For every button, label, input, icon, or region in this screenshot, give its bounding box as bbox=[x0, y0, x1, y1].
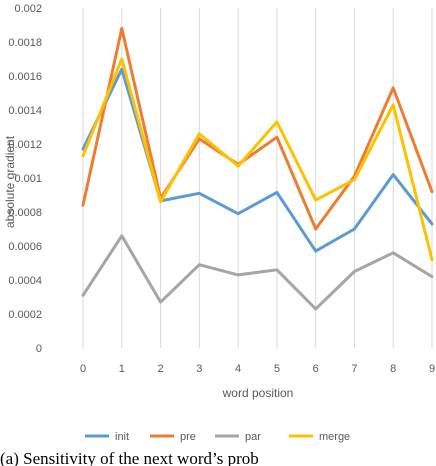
x-tick-label: 6 bbox=[313, 363, 319, 375]
x-axis-title: word position bbox=[222, 386, 294, 400]
series-line-par bbox=[81, 234, 434, 311]
legend-label-merge: merge bbox=[319, 431, 350, 443]
x-tick-label: 7 bbox=[351, 363, 357, 375]
x-tick-label: 4 bbox=[235, 363, 241, 375]
legend-label-pre: pre bbox=[180, 431, 196, 443]
y-tick-label: 0 bbox=[36, 343, 42, 355]
y-tick-label: 0.0012 bbox=[8, 139, 42, 151]
x-tick-label: 1 bbox=[119, 363, 125, 375]
y-tick-label: 0.0016 bbox=[8, 71, 42, 83]
x-axis-ticks: 0 1 2 3 4 5 6 7 8 9 bbox=[80, 363, 435, 375]
y-tick-label: 0.002 bbox=[14, 3, 42, 15]
legend-label-par: par bbox=[245, 431, 261, 443]
y-axis-ticks: 0 0.0002 0.0004 0.0006 0.0008 0.001 0.0012 0.00… bbox=[8, 3, 42, 355]
y-tick-label: 0.0008 bbox=[8, 207, 42, 219]
figure-caption: (a) Sensitivity of the next word’s prob bbox=[0, 449, 259, 466]
x-tick-label: 0 bbox=[80, 363, 86, 375]
legend: init pre par merge bbox=[85, 431, 350, 443]
x-tick-label: 2 bbox=[157, 363, 163, 375]
x-tick-label: 9 bbox=[429, 363, 435, 375]
y-tick-label: 0.001 bbox=[14, 173, 42, 185]
y-tick-label: 0.0006 bbox=[8, 241, 42, 253]
legend-label-init: init bbox=[115, 431, 129, 443]
x-tick-label: 5 bbox=[274, 363, 280, 375]
x-tick-label: 8 bbox=[390, 363, 396, 375]
y-tick-label: 0.0018 bbox=[8, 37, 42, 49]
grid bbox=[82, 8, 433, 348]
series-line-pre bbox=[81, 26, 434, 231]
y-axis-title: absolute gradient bbox=[3, 135, 17, 228]
y-tick-label: 0.0004 bbox=[8, 275, 42, 287]
y-tick-label: 0.0014 bbox=[8, 105, 42, 117]
series-line-merge bbox=[81, 57, 434, 262]
y-tick-label: 0.0002 bbox=[8, 309, 42, 321]
series-line-init bbox=[81, 67, 434, 253]
x-tick-label: 3 bbox=[196, 363, 202, 375]
series-lines bbox=[81, 26, 434, 311]
